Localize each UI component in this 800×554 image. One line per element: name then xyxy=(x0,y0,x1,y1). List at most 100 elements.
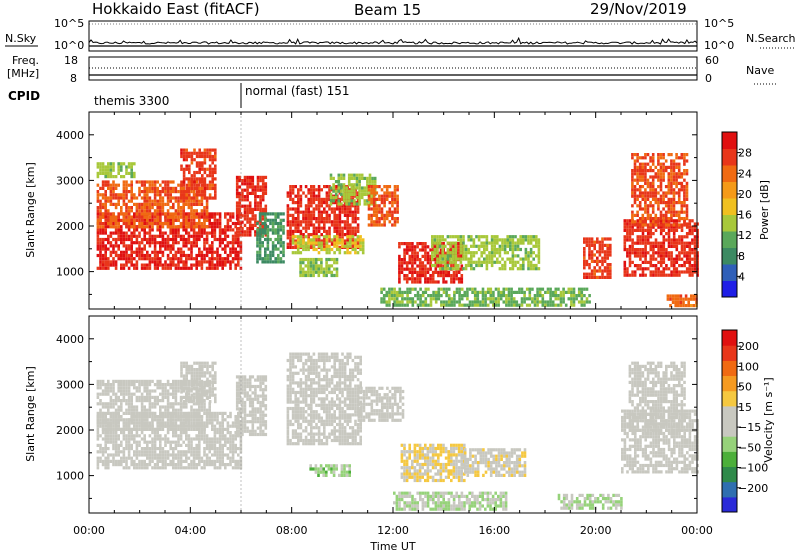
data-region xyxy=(96,180,209,229)
data-region xyxy=(180,148,217,200)
colorbar-swatch xyxy=(722,436,737,452)
colorbar-swatch xyxy=(722,451,737,467)
freq-unit-label: [MHz] xyxy=(7,67,39,80)
data-region xyxy=(96,212,243,270)
x-tick-label: 08:00 xyxy=(276,524,308,537)
data-region xyxy=(357,386,405,422)
colorbar-tick-label: 20 xyxy=(738,188,752,201)
date-title: 29/Nov/2019 xyxy=(590,0,687,18)
colorbar-swatch xyxy=(722,466,737,483)
colorbar-swatch xyxy=(722,405,737,422)
velocity-y-ticks: 1000 2000 3000 4000 xyxy=(56,333,697,499)
power-colorbar: 4 8 12 16 20 24 28 xyxy=(721,131,752,298)
y-tick-label: 2000 xyxy=(56,424,84,437)
noise-panel-frame xyxy=(88,20,698,52)
colorbar-swatch xyxy=(722,496,737,513)
data-region xyxy=(180,361,217,404)
colorbar-swatch xyxy=(722,375,737,392)
data-region xyxy=(621,409,699,474)
data-region xyxy=(380,287,591,307)
colorbar-tick-label: 16 xyxy=(738,209,752,222)
data-region xyxy=(286,352,362,446)
colorbar-swatch xyxy=(722,214,737,232)
colorbar-tick-label: −15 xyxy=(738,421,761,434)
colorbar-swatch xyxy=(722,481,737,498)
noise-sky-trace xyxy=(88,36,698,45)
colorbar-swatch xyxy=(722,330,737,346)
data-region xyxy=(463,448,527,477)
x-axis-title: Time UT xyxy=(369,540,415,553)
colorbar-tick-label: −200 xyxy=(738,482,768,495)
x-tick-label: 12:00 xyxy=(377,524,409,537)
colorbar-swatch xyxy=(722,132,737,149)
cpid-segment-label: normal (fast) 151 xyxy=(245,84,349,98)
data-region xyxy=(309,464,351,477)
nave-right-tick-bottom: 0 xyxy=(705,72,712,85)
colorbar-tick-label: 15 xyxy=(738,401,752,414)
colorbar-swatch xyxy=(722,345,737,361)
nave-right-tick-top: 60 xyxy=(705,54,719,67)
noise-left-tick-bottom: 10^0 xyxy=(54,39,84,52)
colorbar-swatch xyxy=(722,421,737,437)
x-tick-label: 20:00 xyxy=(580,524,612,537)
colorbar-swatch xyxy=(722,280,737,298)
colorbar-tick-label: 8 xyxy=(738,250,745,263)
data-region xyxy=(367,185,399,227)
noise-left-tick-top: 10^5 xyxy=(54,17,84,30)
velocity-colorbar-label: Velocity [m s⁻¹] xyxy=(762,377,775,462)
colorbar-tick-label: 12 xyxy=(738,229,752,242)
cpid-panel: CPID themis 3300 normal (fast) 151 xyxy=(8,83,349,108)
freq-left-tick-top: 18 xyxy=(64,54,78,67)
beam-title: Beam 15 xyxy=(354,1,421,19)
colorbar-tick-label: 50 xyxy=(738,381,752,394)
x-tick-label: 04:00 xyxy=(174,524,206,537)
data-region xyxy=(557,493,623,510)
data-region xyxy=(431,235,541,271)
colorbar-tick-label: 28 xyxy=(738,147,752,160)
data-region xyxy=(256,212,285,264)
x-tick-label: 00:00 xyxy=(73,524,105,537)
station-title: Hokkaido East (fitACF) xyxy=(92,0,260,18)
data-region xyxy=(299,257,339,278)
noise-right-tick-bottom: 10^0 xyxy=(704,39,734,52)
data-region xyxy=(666,294,698,308)
velocity-ylabel: Slant Range [km] xyxy=(24,366,37,462)
colorbar-swatch xyxy=(722,148,737,166)
y-tick-label: 4000 xyxy=(56,333,84,346)
noise-panel: N.Sky 10^5 10^0 10^5 10^0 N.Search xyxy=(5,17,796,52)
colorbar-swatch xyxy=(722,264,737,281)
y-tick-label: 1000 xyxy=(56,470,84,483)
data-region xyxy=(623,219,699,277)
colorbar-swatch xyxy=(722,247,737,265)
data-region xyxy=(628,361,686,432)
y-tick-label: 1000 xyxy=(56,266,84,279)
colorbar-tick-label: −100 xyxy=(738,462,768,475)
x-tick-label: 00:00 xyxy=(681,524,713,537)
velocity-marks xyxy=(96,316,699,513)
colorbar-swatch xyxy=(722,181,737,199)
power-y-ticks: 1000 2000 3000 4000 xyxy=(56,129,697,295)
y-tick-label: 3000 xyxy=(56,174,84,187)
colorbar-swatch xyxy=(722,360,737,376)
cpid-label: CPID xyxy=(8,89,40,103)
colorbar-tick-label: 4 xyxy=(738,270,745,283)
cpid-segment-label: themis 3300 xyxy=(94,94,169,108)
y-tick-label: 3000 xyxy=(56,378,84,391)
data-region xyxy=(235,175,268,237)
colorbar-swatch xyxy=(722,390,737,407)
nsky-label: N.Sky xyxy=(5,32,37,45)
colorbar-tick-label: 200 xyxy=(738,340,759,353)
data-region xyxy=(96,162,136,179)
data-region xyxy=(393,491,508,511)
colorbar-swatch xyxy=(722,165,737,182)
power-marks xyxy=(96,112,699,309)
power-panel: 1000 2000 3000 4000 Slant Range [km] xyxy=(24,111,699,310)
x-tick-label: 16:00 xyxy=(478,524,510,537)
data-region xyxy=(235,375,268,437)
freq-label: Freq. xyxy=(12,54,39,67)
colorbar-tick-label: 24 xyxy=(738,167,752,180)
data-region xyxy=(583,237,612,279)
frequency-panel: Freq. [MHz] 18 8 60 0 Nave xyxy=(7,54,776,85)
velocity-colorbar: 200 100 50 15 −15 −50 −100 −200 xyxy=(721,329,768,513)
